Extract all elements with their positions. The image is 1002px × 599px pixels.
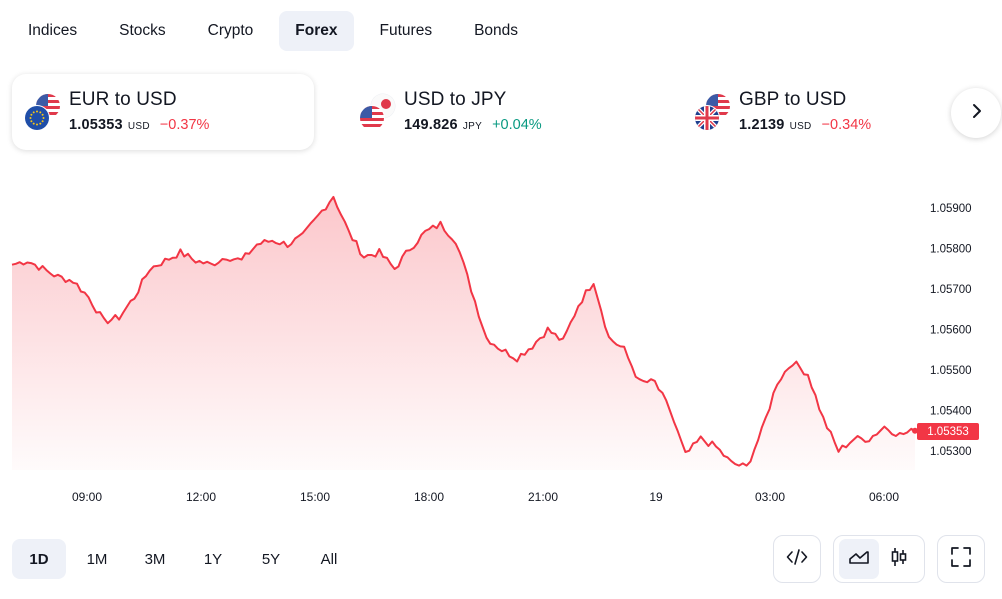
card-price: 1.2139 — [739, 117, 785, 133]
card-title: USD to JPY — [404, 89, 507, 110]
x-tick-label: 18:00 — [414, 490, 444, 504]
y-tick-label: 1.05300 — [930, 446, 972, 458]
range-1m[interactable]: 1M — [86, 550, 108, 568]
range-1d[interactable]: 1D — [12, 539, 66, 579]
x-tick-label: 03:00 — [755, 490, 785, 504]
chart-series-line — [11, 195, 916, 467]
usd-jpy-flags-icon — [358, 92, 398, 132]
y-tick-label: 1.05600 — [930, 325, 972, 337]
tab-stocks[interactable]: Stocks — [119, 22, 166, 39]
embed-button[interactable] — [773, 535, 821, 583]
next-cards-button[interactable] — [951, 88, 1001, 138]
area-chart-icon — [848, 548, 870, 571]
chevron-right-icon — [969, 103, 983, 124]
card-title: EUR to USD — [69, 89, 177, 110]
card-change: −0.37% — [159, 117, 210, 133]
y-tick-label: 1.05800 — [930, 244, 972, 256]
candles-chart-button[interactable] — [879, 539, 919, 579]
card-change: −0.34% — [821, 117, 872, 133]
x-tick-label: 21:00 — [528, 490, 558, 504]
x-tick-label: 06:00 — [869, 490, 899, 504]
chart-type-toggle — [833, 535, 925, 583]
last-price-label: 1.05353 — [917, 423, 979, 440]
range-5y[interactable]: 5Y — [261, 550, 281, 568]
pair-cards: EUR to USD 1.05353 USD −0.37% — [12, 74, 1002, 152]
card-eur-usd[interactable]: EUR to USD 1.05353 USD −0.37% — [12, 74, 314, 150]
card-currency: JPY — [462, 121, 483, 132]
x-tick-label: 09:00 — [72, 490, 102, 504]
tab-crypto[interactable]: Crypto — [207, 22, 254, 39]
card-title: GBP to USD — [739, 89, 847, 110]
price-chart[interactable]: 1.05900 1.05800 1.05700 1.05600 1.05500 1.054… — [0, 170, 1002, 510]
tab-futures[interactable]: Futures — [379, 22, 433, 39]
y-tick-label: 1.05700 — [930, 284, 972, 296]
gbp-usd-flags-icon — [693, 92, 733, 132]
y-tick-label: 1.05900 — [930, 203, 972, 215]
card-price: 149.826 — [404, 117, 458, 133]
chart-area-fill — [12, 196, 915, 470]
card-price: 1.05353 — [69, 117, 123, 133]
x-tick-label: 15:00 — [300, 490, 330, 504]
range-all[interactable]: All — [320, 550, 338, 568]
market-tabs: Indices Stocks Crypto Forex Futures Bond… — [12, 11, 544, 51]
card-usd-jpy[interactable]: USD to JPY 149.826 JPY +0.04% — [347, 74, 649, 150]
card-currency: USD — [789, 121, 812, 132]
y-tick-label: 1.05400 — [930, 406, 972, 418]
code-icon — [786, 548, 808, 571]
y-tick-label: 1.05500 — [930, 365, 972, 377]
fullscreen-icon — [950, 546, 972, 573]
card-currency: USD — [127, 121, 150, 132]
range-1y[interactable]: 1Y — [203, 550, 223, 568]
tab-forex[interactable]: Forex — [279, 11, 354, 51]
last-price-dot — [912, 427, 918, 434]
range-tabs: 1D 1M 3M 1Y 5Y All — [12, 539, 360, 579]
fullscreen-button[interactable] — [937, 535, 985, 583]
tab-indices[interactable]: Indices — [28, 22, 78, 39]
x-tick-label: 12:00 — [186, 490, 216, 504]
card-change: +0.04% — [492, 117, 542, 133]
area-chart-button[interactable] — [839, 539, 879, 579]
card-gbp-usd[interactable]: GBP to USD 1.2139 USD −0.34% — [682, 74, 984, 150]
x-tick-label: 19 — [649, 490, 663, 504]
candlestick-icon — [889, 546, 909, 573]
tab-bonds[interactable]: Bonds — [474, 22, 519, 39]
range-3m[interactable]: 3M — [144, 550, 166, 568]
eur-usd-flags-icon — [23, 92, 63, 132]
